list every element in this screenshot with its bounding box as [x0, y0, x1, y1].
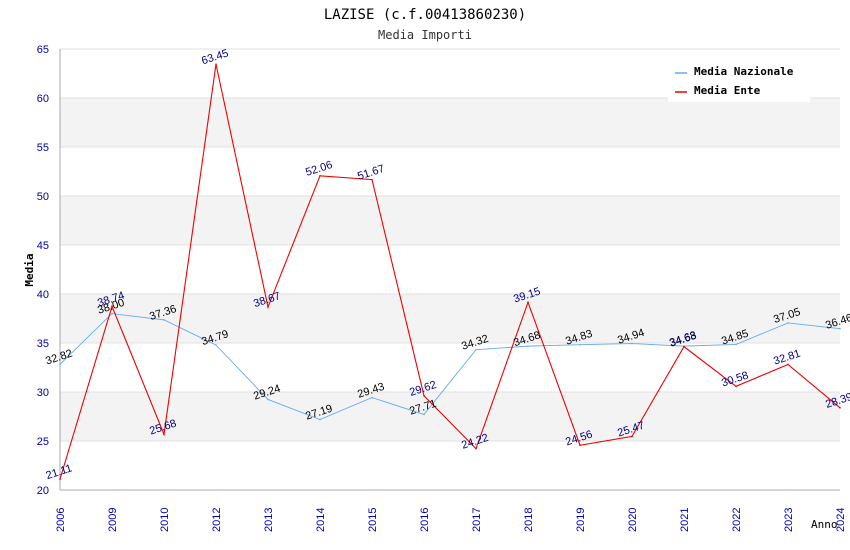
- x-tick-label: 2018: [523, 508, 535, 532]
- data-point: [631, 435, 633, 438]
- grid-band: [60, 245, 840, 294]
- data-point: [839, 327, 841, 330]
- legend-label-ente: Media Ente: [694, 84, 761, 97]
- y-tick-labels: 20 25 30 35 40 45 50 55 60 65: [37, 44, 49, 497]
- x-tick-label: 2020: [627, 508, 639, 532]
- x-tick-labels: 2006 2009 2010 2012 2013 2014 2015 2016 2017 2018…: [55, 508, 847, 532]
- x-tick-label: 2022: [731, 508, 743, 532]
- grid-band: [60, 294, 840, 343]
- legend-label-nazionale: Media Nazionale: [694, 65, 794, 78]
- data-point: [735, 385, 737, 388]
- x-tick-label: 2021: [679, 508, 691, 532]
- x-tick-label: 2013: [263, 508, 275, 532]
- x-tick-label: 2014: [315, 508, 327, 532]
- series-line-nazionale: [59, 313, 841, 421]
- x-tick-label: 2015: [367, 508, 379, 532]
- x-tick-label: 2010: [159, 508, 171, 532]
- x-tick-label: 2023: [783, 508, 795, 532]
- data-point: [371, 396, 373, 399]
- data-point: [475, 348, 477, 351]
- data-point: [631, 342, 633, 345]
- series-line-ente: [59, 64, 841, 480]
- grid-band: [60, 343, 840, 392]
- data-point: [527, 301, 529, 304]
- data-point: [111, 305, 113, 308]
- data-point: [59, 478, 61, 480]
- y-axis-label: Media: [23, 253, 36, 286]
- x-tick-label: 2024: [835, 508, 847, 532]
- x-axis-label: Anno: [811, 518, 838, 531]
- data-point: [787, 363, 789, 366]
- data-point: [579, 444, 581, 447]
- x-tick-label: 2017: [471, 508, 483, 532]
- x-tick-label: 2012: [211, 508, 223, 532]
- grid-band: [60, 392, 840, 441]
- data-point: [579, 343, 581, 346]
- data-point: [319, 418, 321, 421]
- y-tick-label: 60: [37, 93, 49, 105]
- y-tick-label: 20: [37, 485, 49, 497]
- grid-bands: [60, 49, 840, 490]
- grid-band: [60, 98, 840, 147]
- data-point: [163, 319, 165, 321]
- grid-band: [60, 441, 840, 490]
- data-point: [475, 447, 477, 450]
- grid-lines: [60, 48, 840, 491]
- y-tick-label: 45: [37, 240, 49, 252]
- x-tick-label: 2006: [55, 508, 67, 532]
- data-point: [839, 406, 841, 409]
- data-point: [423, 413, 425, 416]
- series-lines: [59, 63, 841, 480]
- data-point: [787, 322, 789, 324]
- data-point: [319, 175, 321, 177]
- legend: Media Nazionale Media Ente: [668, 60, 810, 102]
- y-tick-label: 25: [37, 436, 49, 448]
- legend-box: [668, 60, 810, 102]
- data-point: [59, 363, 61, 366]
- x-tick-label: 2016: [419, 508, 431, 532]
- y-tick-label: 65: [37, 44, 49, 56]
- data-point: [527, 345, 529, 347]
- chart-subtitle: Media Importi: [378, 28, 472, 42]
- data-point: [163, 433, 165, 436]
- data-point: [267, 398, 269, 401]
- data-point: [267, 306, 269, 308]
- data-point: [111, 312, 113, 315]
- y-tick-label: 50: [37, 191, 49, 203]
- data-point: [215, 63, 217, 65]
- y-tick-label: 40: [37, 289, 49, 301]
- data-point: [215, 344, 217, 346]
- y-tick-label: 55: [37, 142, 49, 154]
- data-point: [423, 394, 425, 397]
- chart-title: LAZISE (c.f.00413860230): [324, 7, 526, 23]
- y-tick-label: 30: [37, 387, 49, 399]
- grid-band: [60, 196, 840, 245]
- x-tick-label: 2019: [575, 508, 587, 532]
- grid-band: [60, 147, 840, 196]
- data-point: [735, 343, 737, 346]
- data-point: [371, 178, 373, 181]
- x-tick-label: 2009: [107, 508, 119, 532]
- y-tick-label: 35: [37, 338, 49, 350]
- data-point: [683, 345, 685, 348]
